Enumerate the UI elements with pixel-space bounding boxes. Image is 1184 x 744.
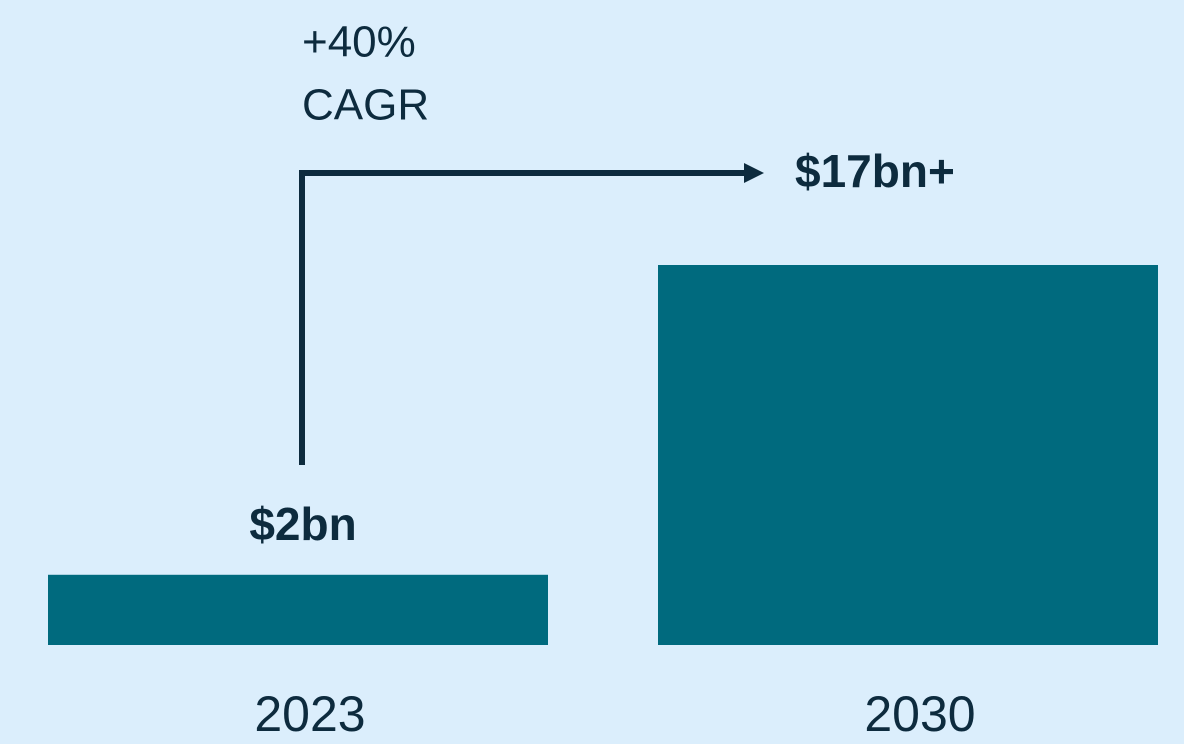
annotation-line: CAGR	[302, 81, 429, 130]
bar	[48, 574, 548, 645]
value-label: $17bn+	[795, 145, 955, 197]
arrow-head	[744, 163, 764, 183]
annotation-line: +40%	[302, 18, 416, 67]
x-tick-label: 2023	[254, 686, 365, 742]
bar	[658, 265, 1158, 645]
value-label: $2bn	[249, 498, 356, 550]
growth-arrow	[299, 170, 748, 465]
x-tick-label: 2030	[864, 686, 975, 742]
